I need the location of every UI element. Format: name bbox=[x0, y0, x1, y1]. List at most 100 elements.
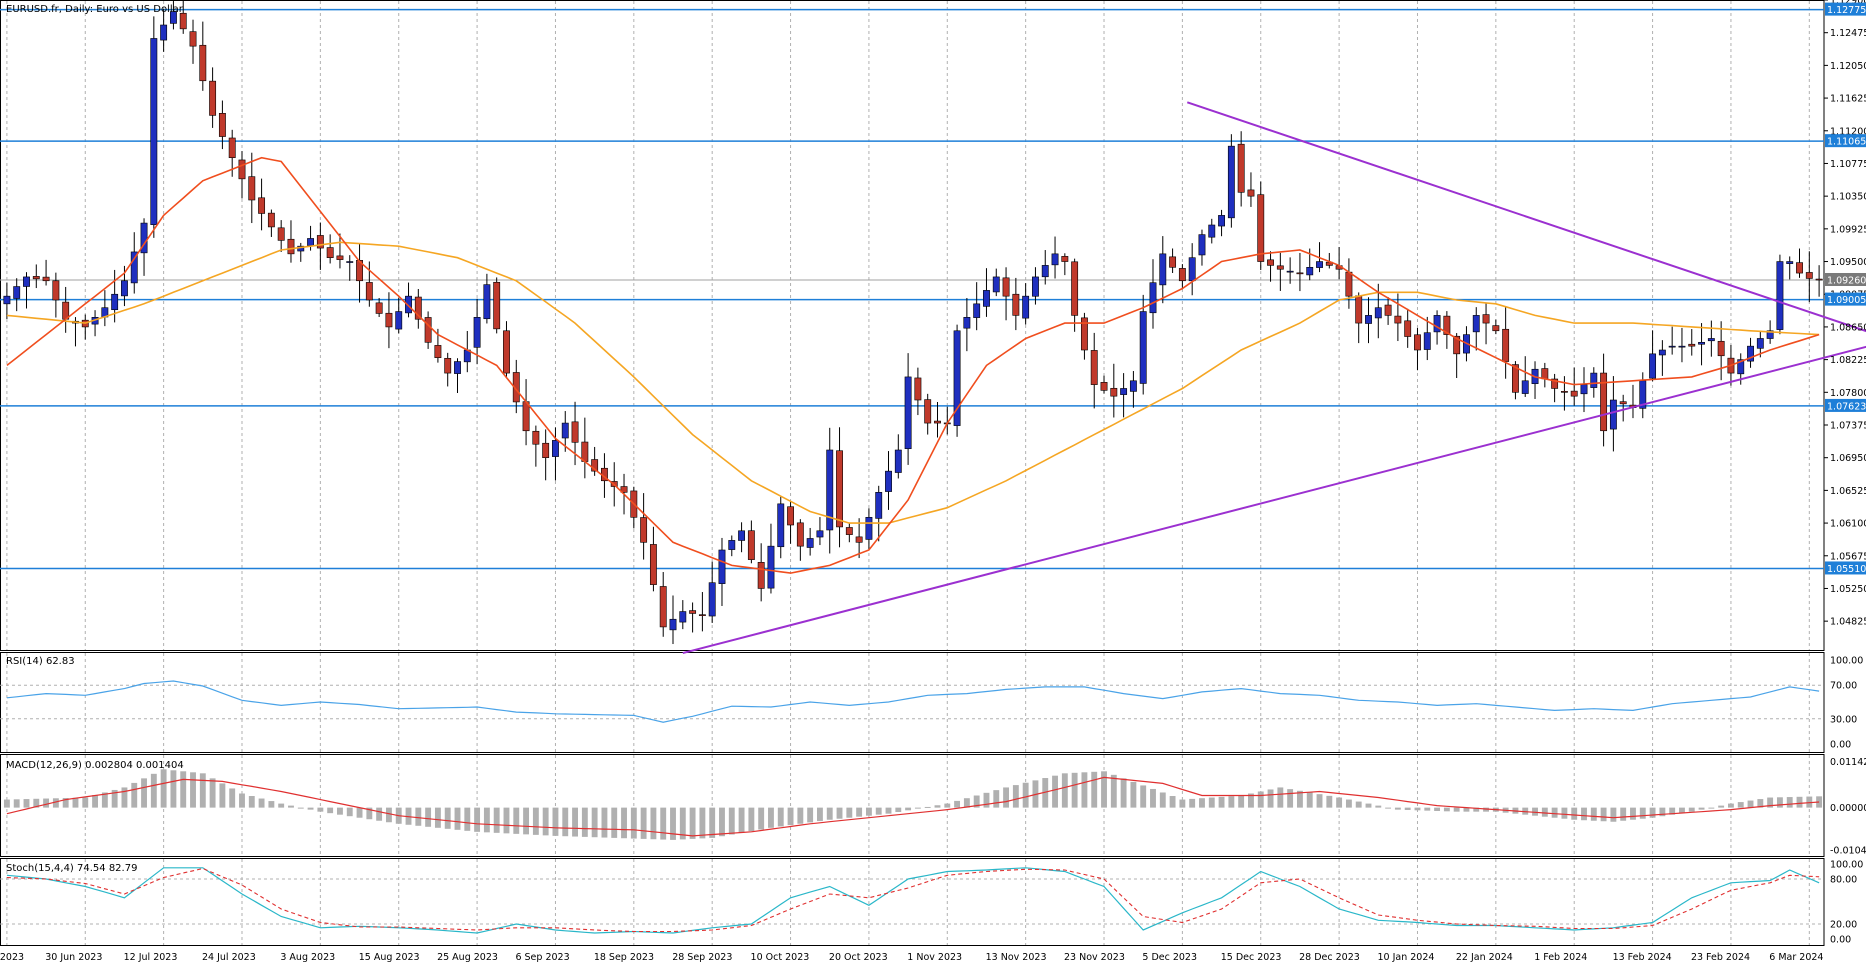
bear-candle[interactable] bbox=[267, 209, 275, 237]
bull-candle[interactable] bbox=[561, 411, 569, 452]
bear-candle[interactable] bbox=[179, 0, 187, 34]
bull-candle[interactable] bbox=[1649, 330, 1657, 382]
bear-candle[interactable] bbox=[1815, 265, 1823, 297]
bear-candle[interactable] bbox=[581, 417, 589, 479]
bull-candle[interactable] bbox=[3, 282, 11, 320]
bear-candle[interactable] bbox=[336, 233, 344, 269]
bear-candle[interactable] bbox=[659, 572, 667, 637]
bull-candle[interactable] bbox=[1747, 337, 1754, 368]
bear-candle[interactable] bbox=[1090, 332, 1098, 409]
bear-candle[interactable] bbox=[1404, 308, 1412, 348]
bull-candle[interactable] bbox=[1051, 236, 1059, 279]
bear-candle[interactable] bbox=[1560, 376, 1568, 411]
bull-candle[interactable] bbox=[1423, 316, 1431, 361]
bear-candle[interactable] bbox=[209, 67, 217, 128]
bear-candle[interactable] bbox=[1355, 292, 1363, 344]
bull-candle[interactable] bbox=[1365, 297, 1372, 344]
bull-candle[interactable] bbox=[160, 8, 168, 52]
bull-candle[interactable] bbox=[130, 232, 138, 294]
bull-candle[interactable] bbox=[894, 434, 902, 479]
bear-candle[interactable] bbox=[1394, 293, 1402, 342]
bull-candle[interactable] bbox=[1776, 254, 1784, 335]
bear-candle[interactable] bbox=[1541, 362, 1549, 388]
bear-candle[interactable] bbox=[1482, 302, 1490, 345]
bear-candle[interactable] bbox=[258, 178, 266, 231]
bear-candle[interactable] bbox=[934, 401, 941, 438]
bear-candle[interactable] bbox=[326, 234, 334, 264]
bear-candle[interactable] bbox=[1335, 246, 1343, 280]
stoch-signal-line[interactable] bbox=[6, 867, 1820, 933]
rsi-pane[interactable] bbox=[0, 680, 1824, 723]
bear-candle[interactable] bbox=[316, 222, 324, 270]
bear-candle[interactable] bbox=[542, 429, 550, 481]
bear-candle[interactable] bbox=[1002, 267, 1010, 321]
bear-candle[interactable] bbox=[1169, 248, 1177, 274]
bear-candle[interactable] bbox=[1629, 384, 1637, 419]
bull-candle[interactable] bbox=[1188, 243, 1196, 296]
bear-candle[interactable] bbox=[42, 259, 50, 286]
bear-candle[interactable] bbox=[81, 314, 89, 340]
bull-candle[interactable] bbox=[1658, 340, 1666, 376]
bear-candle[interactable] bbox=[1570, 367, 1578, 406]
bull-candle[interactable] bbox=[346, 255, 354, 281]
bull-candle[interactable] bbox=[983, 268, 990, 317]
bull-candle[interactable] bbox=[1208, 218, 1216, 244]
bull-candle[interactable] bbox=[973, 282, 981, 331]
bull-candle[interactable] bbox=[963, 297, 971, 352]
bear-candle[interactable] bbox=[522, 379, 530, 446]
bull-candle[interactable] bbox=[679, 600, 687, 630]
bull-candle[interactable] bbox=[953, 324, 961, 437]
bull-candle[interactable] bbox=[1129, 371, 1137, 408]
bear-candle[interactable] bbox=[591, 446, 599, 476]
bear-candle[interactable] bbox=[914, 367, 922, 416]
bear-candle[interactable] bbox=[787, 500, 794, 544]
bear-candle[interactable] bbox=[1502, 307, 1510, 379]
bear-candle[interactable] bbox=[1717, 321, 1725, 381]
bull-candle[interactable] bbox=[101, 290, 109, 327]
bull-candle[interactable] bbox=[708, 561, 716, 623]
trendline[interactable] bbox=[682, 340, 1866, 655]
trendline[interactable] bbox=[1186, 101, 1866, 340]
bull-candle[interactable] bbox=[91, 310, 99, 337]
bull-candle[interactable] bbox=[865, 508, 873, 551]
bear-candle[interactable] bbox=[375, 298, 383, 317]
bear-candle[interactable] bbox=[503, 321, 510, 377]
bull-candle[interactable] bbox=[767, 523, 775, 594]
bear-candle[interactable] bbox=[1237, 131, 1245, 207]
bull-candle[interactable] bbox=[552, 427, 559, 481]
bear-candle[interactable] bbox=[845, 522, 853, 543]
bear-candle[interactable] bbox=[532, 425, 540, 467]
bear-candle[interactable] bbox=[444, 352, 452, 387]
bull-candle[interactable] bbox=[806, 527, 814, 556]
bull-candle[interactable] bbox=[826, 427, 834, 554]
bear-candle[interactable] bbox=[414, 289, 422, 329]
bear-candle[interactable] bbox=[747, 520, 755, 564]
bear-candle[interactable] bbox=[1061, 253, 1069, 276]
bear-candle[interactable] bbox=[757, 543, 765, 602]
bear-candle[interactable] bbox=[1110, 363, 1118, 418]
bull-candle[interactable] bbox=[473, 298, 481, 365]
bear-candle[interactable] bbox=[1443, 311, 1451, 349]
bear-candle[interactable] bbox=[924, 393, 932, 435]
bear-candle[interactable] bbox=[796, 519, 804, 561]
bear-candle[interactable] bbox=[836, 427, 843, 548]
bear-candle[interactable] bbox=[1100, 375, 1108, 394]
macd-pane[interactable] bbox=[3, 769, 1823, 840]
bull-candle[interactable] bbox=[904, 353, 912, 465]
bull-candle[interactable] bbox=[1022, 283, 1030, 325]
bull-candle[interactable] bbox=[718, 537, 726, 606]
bear-candle[interactable] bbox=[277, 220, 285, 252]
bear-candle[interactable] bbox=[1012, 277, 1020, 331]
bull-candle[interactable] bbox=[669, 595, 677, 645]
bear-candle[interactable] bbox=[1296, 252, 1304, 292]
bull-candle[interactable] bbox=[169, 0, 177, 30]
bull-candle[interactable] bbox=[816, 517, 824, 546]
bear-candle[interactable] bbox=[218, 100, 226, 150]
bear-candle[interactable] bbox=[385, 292, 393, 349]
bear-candle[interactable] bbox=[1247, 172, 1255, 207]
bear-candle[interactable] bbox=[640, 493, 648, 560]
bull-candle[interactable] bbox=[728, 535, 736, 557]
bull-candle[interactable] bbox=[875, 485, 883, 542]
bear-candle[interactable] bbox=[1267, 251, 1274, 282]
bear-candle[interactable] bbox=[1414, 328, 1421, 371]
